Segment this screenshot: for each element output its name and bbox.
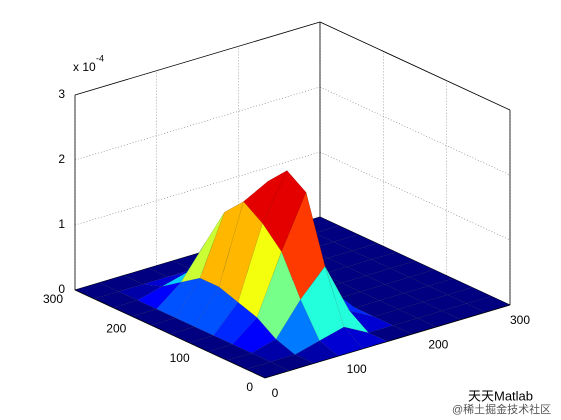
surface-patch [409, 269, 454, 287]
surface-patch [373, 309, 418, 326]
x-axis [264, 304, 511, 379]
z-tick-label: 0 [58, 282, 65, 296]
surface-patch [156, 277, 201, 319]
x-tick-label: 0 [272, 386, 279, 400]
surface-patch [148, 260, 193, 278]
surface-patch [180, 212, 225, 283]
grid-line [319, 86, 511, 176]
surface-patch [379, 293, 424, 310]
y-tick-label: 100 [170, 351, 190, 365]
surface-patch [327, 250, 372, 267]
z-tick-label: 3 [58, 87, 65, 101]
surface-patch [403, 285, 448, 303]
grid-line [319, 151, 511, 241]
surface-patch [360, 284, 405, 301]
y-tick-label: 200 [106, 322, 126, 336]
z-exponent: -4 [96, 53, 104, 63]
surface-patch [365, 268, 410, 285]
surface-patch [199, 201, 244, 288]
y-tick-label: 0 [246, 380, 253, 394]
surface-patch [251, 339, 296, 363]
y-tick-label: 300 [43, 292, 63, 306]
box-edge [74, 21, 321, 96]
watermark-title: 天天Matlab [468, 388, 533, 403]
x-tick-label: 300 [510, 313, 530, 327]
surface-patch [447, 287, 492, 304]
z-tick-label: 2 [58, 152, 65, 166]
surface-patch [213, 302, 258, 345]
z-tick-label: 1 [58, 217, 65, 231]
grid-line [74, 151, 321, 226]
z-exponent-base: x 10 [73, 60, 96, 74]
surface-patch [99, 275, 144, 292]
watermark-source: @稀土掘金技术社区 [452, 402, 551, 416]
surface-patch [422, 294, 467, 311]
grid-line [74, 86, 321, 161]
x-tick-label: 200 [428, 338, 448, 352]
x-tick-label: 100 [347, 362, 367, 376]
surface-patch [371, 252, 416, 269]
box-edge [319, 21, 511, 111]
y-axis [74, 289, 266, 379]
